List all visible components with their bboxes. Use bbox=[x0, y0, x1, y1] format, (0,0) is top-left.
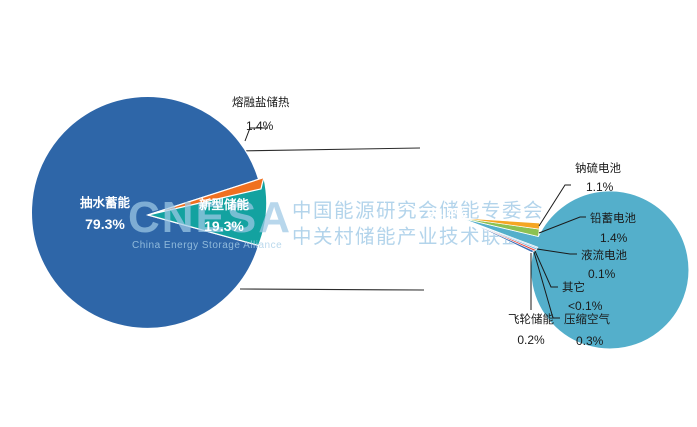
callout-compressed-air-name: 压缩空气 bbox=[564, 312, 610, 326]
callout-lead-acid: 铅蓄电池 1.4% bbox=[538, 211, 636, 245]
callout-sodium-sulfur-value: 1.1% bbox=[586, 180, 614, 194]
leader-line-molten-salt bbox=[244, 127, 268, 142]
watermark-line-1: 中国能源研究会储能专委会 bbox=[292, 199, 544, 222]
watermark-group: CNESA China Energy Storage Alliance 中国能源… bbox=[128, 193, 544, 251]
callout-lead-acid-value: 1.4% bbox=[600, 231, 628, 245]
leader-line-compressed-air bbox=[533, 251, 560, 319]
callout-flywheel: 飞轮储能 0.2% bbox=[508, 253, 554, 347]
primary-pie-labels: 抽水蓄能 79.3% 新型储能 19.3% bbox=[80, 195, 250, 234]
callout-compressed-air-value: 0.3% bbox=[576, 334, 604, 348]
pie-slice-flywheel[interactable] bbox=[460, 217, 535, 253]
pie-slice-molten-salt[interactable] bbox=[147, 176, 265, 216]
watermark-logo-subtitle: China Energy Storage Alliance bbox=[132, 240, 282, 251]
callout-molten-salt-value: 1.4% bbox=[246, 119, 274, 133]
callout-flow-battery-value: 0.1% bbox=[588, 267, 616, 281]
callout-molten-salt-name: 熔融盐储热 bbox=[232, 95, 290, 109]
callout-flywheel-name: 飞轮储能 bbox=[508, 312, 554, 326]
callout-sodium-sulfur: 钠硫电池 1.1% bbox=[538, 161, 621, 227]
callout-flow-battery: 液流电池 0.1% bbox=[536, 248, 627, 281]
exploded-slice-connectors bbox=[233, 147, 425, 291]
watermark-logo: CNESA bbox=[128, 193, 292, 242]
label-new-energy-storage-value: 19.3% bbox=[204, 218, 244, 234]
leader-line-sodium-sulfur bbox=[538, 184, 571, 227]
callout-sodium-sulfur-name: 钠硫电池 bbox=[575, 161, 621, 175]
label-lithium-ion-name: 锂离子电池 bbox=[416, 184, 479, 199]
callout-molten-salt: 熔融盐储热 1.4% bbox=[232, 95, 290, 142]
callout-flow-battery-name: 液流电池 bbox=[581, 248, 627, 262]
label-new-energy-storage-name: 新型储能 bbox=[199, 197, 250, 212]
leader-line-other bbox=[534, 250, 558, 288]
connector-line-bottom bbox=[239, 288, 425, 291]
pie-slice-lithium-ion[interactable] bbox=[460, 190, 690, 350]
secondary-pie-labels: 锂离子电池 94.4% bbox=[416, 184, 479, 221]
label-pumped-hydro-value: 79.3% bbox=[85, 216, 125, 232]
callout-other-value: <0.1% bbox=[568, 299, 603, 313]
callout-other-name: 其它 bbox=[562, 280, 585, 294]
label-pumped-hydro-name: 抽水蓄能 bbox=[80, 195, 131, 210]
callout-other: 其它 <0.1% bbox=[534, 250, 603, 313]
callout-lead-acid-name: 铅蓄电池 bbox=[590, 211, 636, 225]
leader-line-lead-acid bbox=[538, 216, 586, 234]
callout-flywheel-value: 0.2% bbox=[517, 333, 545, 347]
label-lithium-ion-value: 94.4% bbox=[427, 205, 467, 221]
primary-pie-group bbox=[30, 95, 268, 329]
secondary-pie-group bbox=[460, 190, 690, 350]
pie-slice-pumped-hydro[interactable] bbox=[30, 95, 262, 329]
watermark-line-2: 中关村储能产业技术联盟 bbox=[292, 225, 523, 248]
pie-slice-other[interactable] bbox=[460, 217, 539, 249]
connector-line-top bbox=[233, 147, 421, 152]
leader-line-flow-battery bbox=[536, 248, 577, 255]
callout-compressed-air: 压缩空气 0.3% bbox=[533, 251, 610, 348]
